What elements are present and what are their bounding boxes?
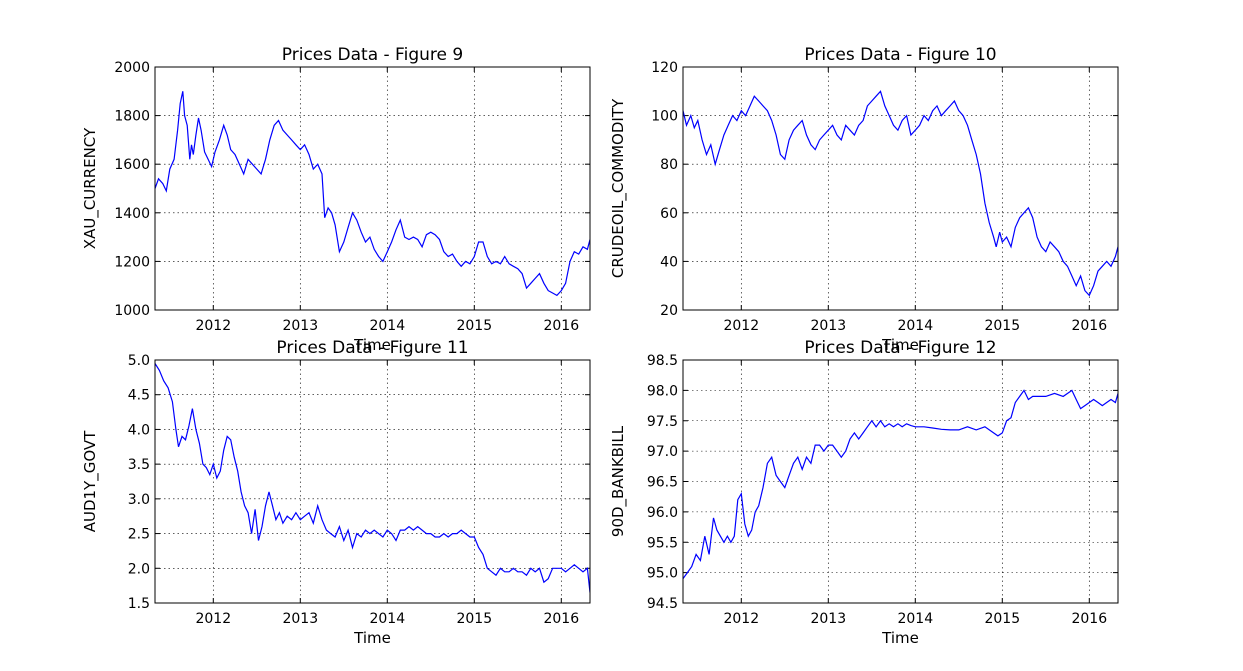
x-tick-label: 2016 (543, 318, 579, 334)
x-tick-label: 2016 (1071, 611, 1107, 627)
y-axis-label: AUD1Y_GOVT (81, 430, 100, 532)
chart-title: Prices Data - Figure 9 (282, 45, 463, 65)
x-tick-label: 2012 (723, 318, 759, 334)
x-tick-label: 2012 (195, 611, 231, 627)
y-tick-label: 2000 (114, 60, 150, 76)
y-tick-label: 60 (660, 206, 678, 222)
y-tick-label: 1200 (114, 254, 150, 270)
axes-frame (682, 359, 1119, 604)
x-tick-label: 2015 (456, 318, 492, 334)
y-tick-label: 2.0 (128, 561, 150, 577)
y-tick-label: 4.0 (128, 422, 150, 438)
y-tick-label: 97.0 (647, 444, 678, 460)
y-tick-label: 120 (651, 60, 678, 76)
y-tick-label: 98.5 (647, 353, 678, 369)
y-tick-label: 1400 (114, 206, 150, 222)
x-tick-label: 2015 (984, 318, 1020, 334)
y-tick-label: 96.5 (647, 475, 678, 491)
x-tick-label: 2014 (369, 611, 405, 627)
y-tick-label: 5.0 (128, 353, 150, 369)
chart-panel-1: 2012 2013 2014 2015 2016 1000 1200 1400 1600 1800… (81, 45, 591, 354)
y-tick-label: 1.5 (128, 596, 150, 612)
y-tick-label: 80 (660, 157, 678, 173)
y-tick-label: 40 (660, 254, 678, 270)
y-axis-label: XAU_CURRENCY (81, 127, 100, 249)
x-tick-label: 2015 (456, 611, 492, 627)
y-tick-label: 20 (660, 303, 678, 319)
y-tick-label: 1000 (114, 303, 150, 319)
x-axis-label: Time (881, 629, 919, 647)
axes-frame (154, 66, 591, 311)
y-tick-label: 2.5 (128, 527, 150, 543)
chart-title: Prices Data - Figure 10 (804, 45, 996, 65)
x-axis-label: Time (881, 336, 919, 354)
x-tick-label: 2014 (897, 611, 933, 627)
y-axis-label: 90D_BANKBILL (609, 425, 628, 537)
x-tick-label: 2016 (1071, 318, 1107, 334)
y-tick-label: 94.5 (647, 596, 678, 612)
x-tick-label: 2012 (723, 611, 759, 627)
x-tick-label: 2013 (282, 611, 318, 627)
y-tick-label: 3.5 (128, 457, 150, 473)
axes-frame (154, 359, 591, 604)
y-tick-label: 98.0 (647, 383, 678, 399)
y-tick-label: 97.5 (647, 414, 678, 430)
x-tick-label: 2013 (810, 318, 846, 334)
chart-panel-4: 2012 2013 2014 2015 2016 94.5 95.0 95.5 96.0 96.5… (609, 338, 1119, 647)
y-tick-label: 95.5 (647, 535, 678, 551)
x-tick-label: 2015 (984, 611, 1020, 627)
x-axis-label: Time (353, 336, 391, 354)
y-tick-label: 1600 (114, 157, 150, 173)
x-tick-label: 2012 (195, 318, 231, 334)
x-tick-label: 2016 (543, 611, 579, 627)
series-line-1 (155, 363, 590, 593)
chart-title: Prices Data - Figure 11 (276, 338, 468, 358)
chart-panel-2: 2012 2013 2014 2015 2016 20 40 60 80 100 120 Prices… (609, 45, 1119, 354)
y-tick-label: 1800 (114, 109, 150, 125)
x-tick-label: 2014 (897, 318, 933, 334)
x-tick-label: 2013 (810, 611, 846, 627)
axes-frame (682, 66, 1119, 311)
series-line-1 (683, 90, 1118, 297)
y-tick-label: 100 (651, 109, 678, 125)
y-tick-label: 96.0 (647, 505, 678, 521)
x-tick-label: 2013 (282, 318, 318, 334)
series-line-1 (683, 389, 1118, 580)
x-axis-label: Time (353, 629, 391, 647)
chart-title: Prices Data - Figure 12 (804, 338, 996, 358)
y-axis-label: CRUDEOIL_COMMODITY (609, 98, 628, 278)
series-line-1 (155, 91, 590, 297)
chart-panel-3: 2012 2013 2014 2015 2016 1.5 2.0 2.5 3.0 3.5 4.0 4.… (81, 338, 591, 647)
y-tick-label: 95.0 (647, 566, 678, 582)
y-tick-label: 4.5 (128, 388, 150, 404)
x-tick-label: 2014 (369, 318, 405, 334)
y-tick-label: 3.0 (128, 492, 150, 508)
